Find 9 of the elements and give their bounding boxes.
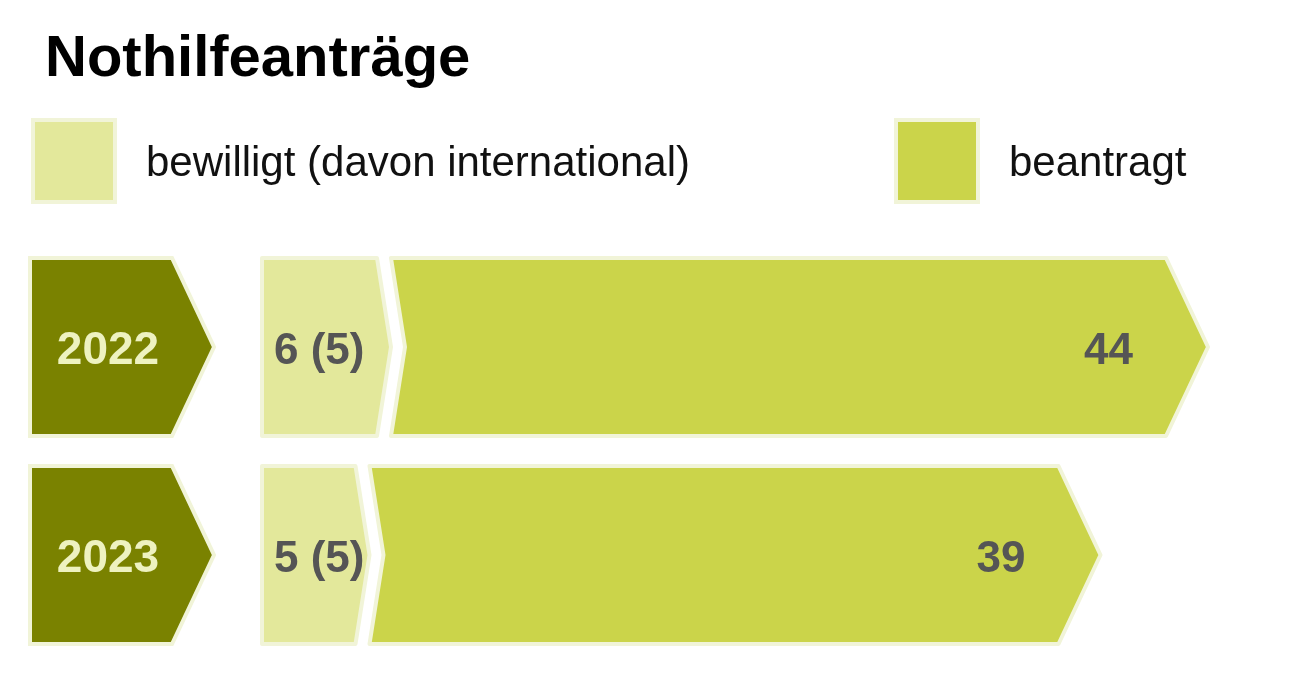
y-tick-label: 2023 xyxy=(56,530,160,582)
total-label: 44 xyxy=(1084,324,1134,373)
data-label: 6 (5) xyxy=(274,324,365,373)
legend-label: bewilligt (davon international) xyxy=(146,138,690,185)
legend-label: beantragt xyxy=(1009,138,1187,185)
y-tick-label: 2022 xyxy=(56,322,160,374)
chart-title: Nothilfeanträge xyxy=(45,23,471,88)
data-label: 5 (5) xyxy=(274,532,365,581)
total-label: 39 xyxy=(976,532,1026,581)
